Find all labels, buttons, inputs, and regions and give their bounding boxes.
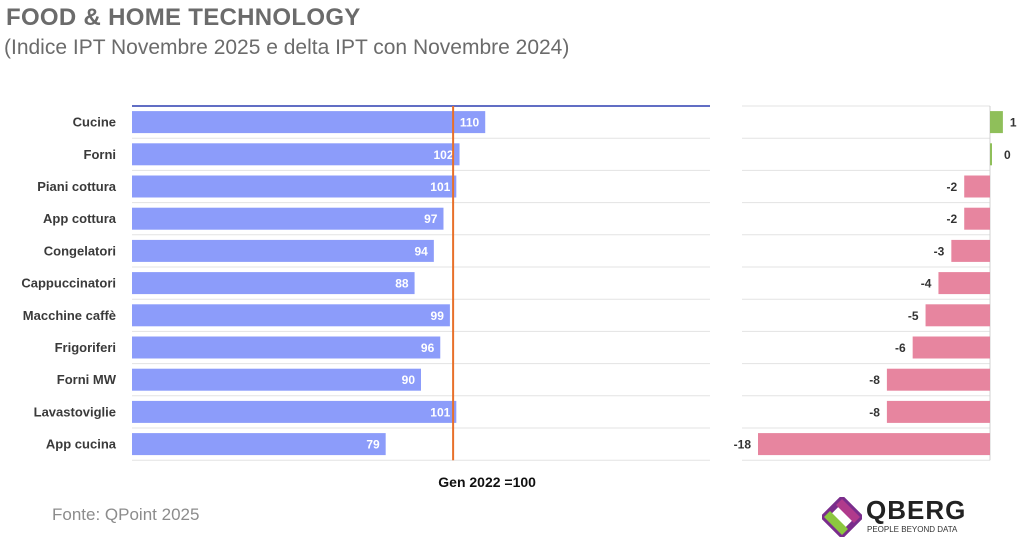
delta-label: -2 [947,180,958,194]
category-label: Forni [84,147,117,162]
bar-10 [132,433,386,456]
delta-bar-0 [990,111,1003,134]
bar-7 [132,336,441,359]
category-label: Congelatori [44,243,116,258]
bar-6 [132,304,450,327]
category-label: Forni MW [57,372,117,387]
delta-bar-5 [938,272,990,295]
delta-bar-7 [912,336,990,359]
delta-label: -2 [947,212,958,226]
data-label: 99 [431,309,445,323]
category-label: Piani cottura [37,179,117,194]
chart-title: FOOD & HOME TECHNOLOGY [6,4,361,31]
delta-label: -6 [895,341,906,355]
qberg-logo: QBERG PEOPLE BEYOND DATA [820,495,970,539]
category-label: Frigoriferi [55,340,116,355]
delta-label: -18 [734,438,752,452]
delta-label: -3 [934,244,945,258]
category-label: App cottura [43,211,117,226]
delta-label: -4 [921,277,932,291]
data-label: 101 [430,180,450,194]
bar-2 [132,175,457,198]
data-label: 94 [414,244,428,258]
bar-4 [132,239,434,262]
logo-tagline: PEOPLE BEYOND DATA [867,525,958,534]
data-label: 102 [434,148,454,162]
delta-label: -5 [908,309,919,323]
category-label: Lavastoviglie [34,404,116,419]
data-label: 96 [421,341,435,355]
bar-1 [132,143,460,166]
delta-bar-2 [964,175,990,198]
category-label: Cucine [73,115,116,130]
logo-name: QBERG [866,495,967,525]
delta-bar-1 [990,143,992,166]
data-label: 90 [402,373,416,387]
delta-label: 1 [1010,116,1017,130]
category-label: Macchine caffè [23,308,116,323]
logo-diamond-icon [822,497,862,537]
reference-label: Gen 2022 =100 [438,474,536,490]
category-label: Cappuccinatori [21,276,116,291]
delta-label: 0 [1004,148,1011,162]
delta-bar-4 [951,239,990,262]
delta-label: -8 [869,373,880,387]
bar-5 [132,272,415,295]
data-label: 110 [460,116,480,130]
chart-subtitle: (Indice IPT Novembre 2025 e delta IPT co… [4,36,570,59]
delta-bar-8 [886,368,990,391]
category-label: App cucina [46,437,117,452]
data-label: 79 [366,438,380,452]
delta-bar-10 [758,433,990,456]
bar-8 [132,368,421,391]
data-label: 101 [430,405,450,419]
bar-0 [132,111,486,134]
bar-3 [132,207,444,230]
delta-bar-6 [925,304,990,327]
delta-bar-9 [886,400,990,423]
source-note: Fonte: QPoint 2025 [52,505,200,524]
delta-label: -8 [869,405,880,419]
delta-bar-3 [964,207,990,230]
data-label: 88 [395,277,409,291]
data-label: 97 [424,212,438,226]
bar-9 [132,400,457,423]
